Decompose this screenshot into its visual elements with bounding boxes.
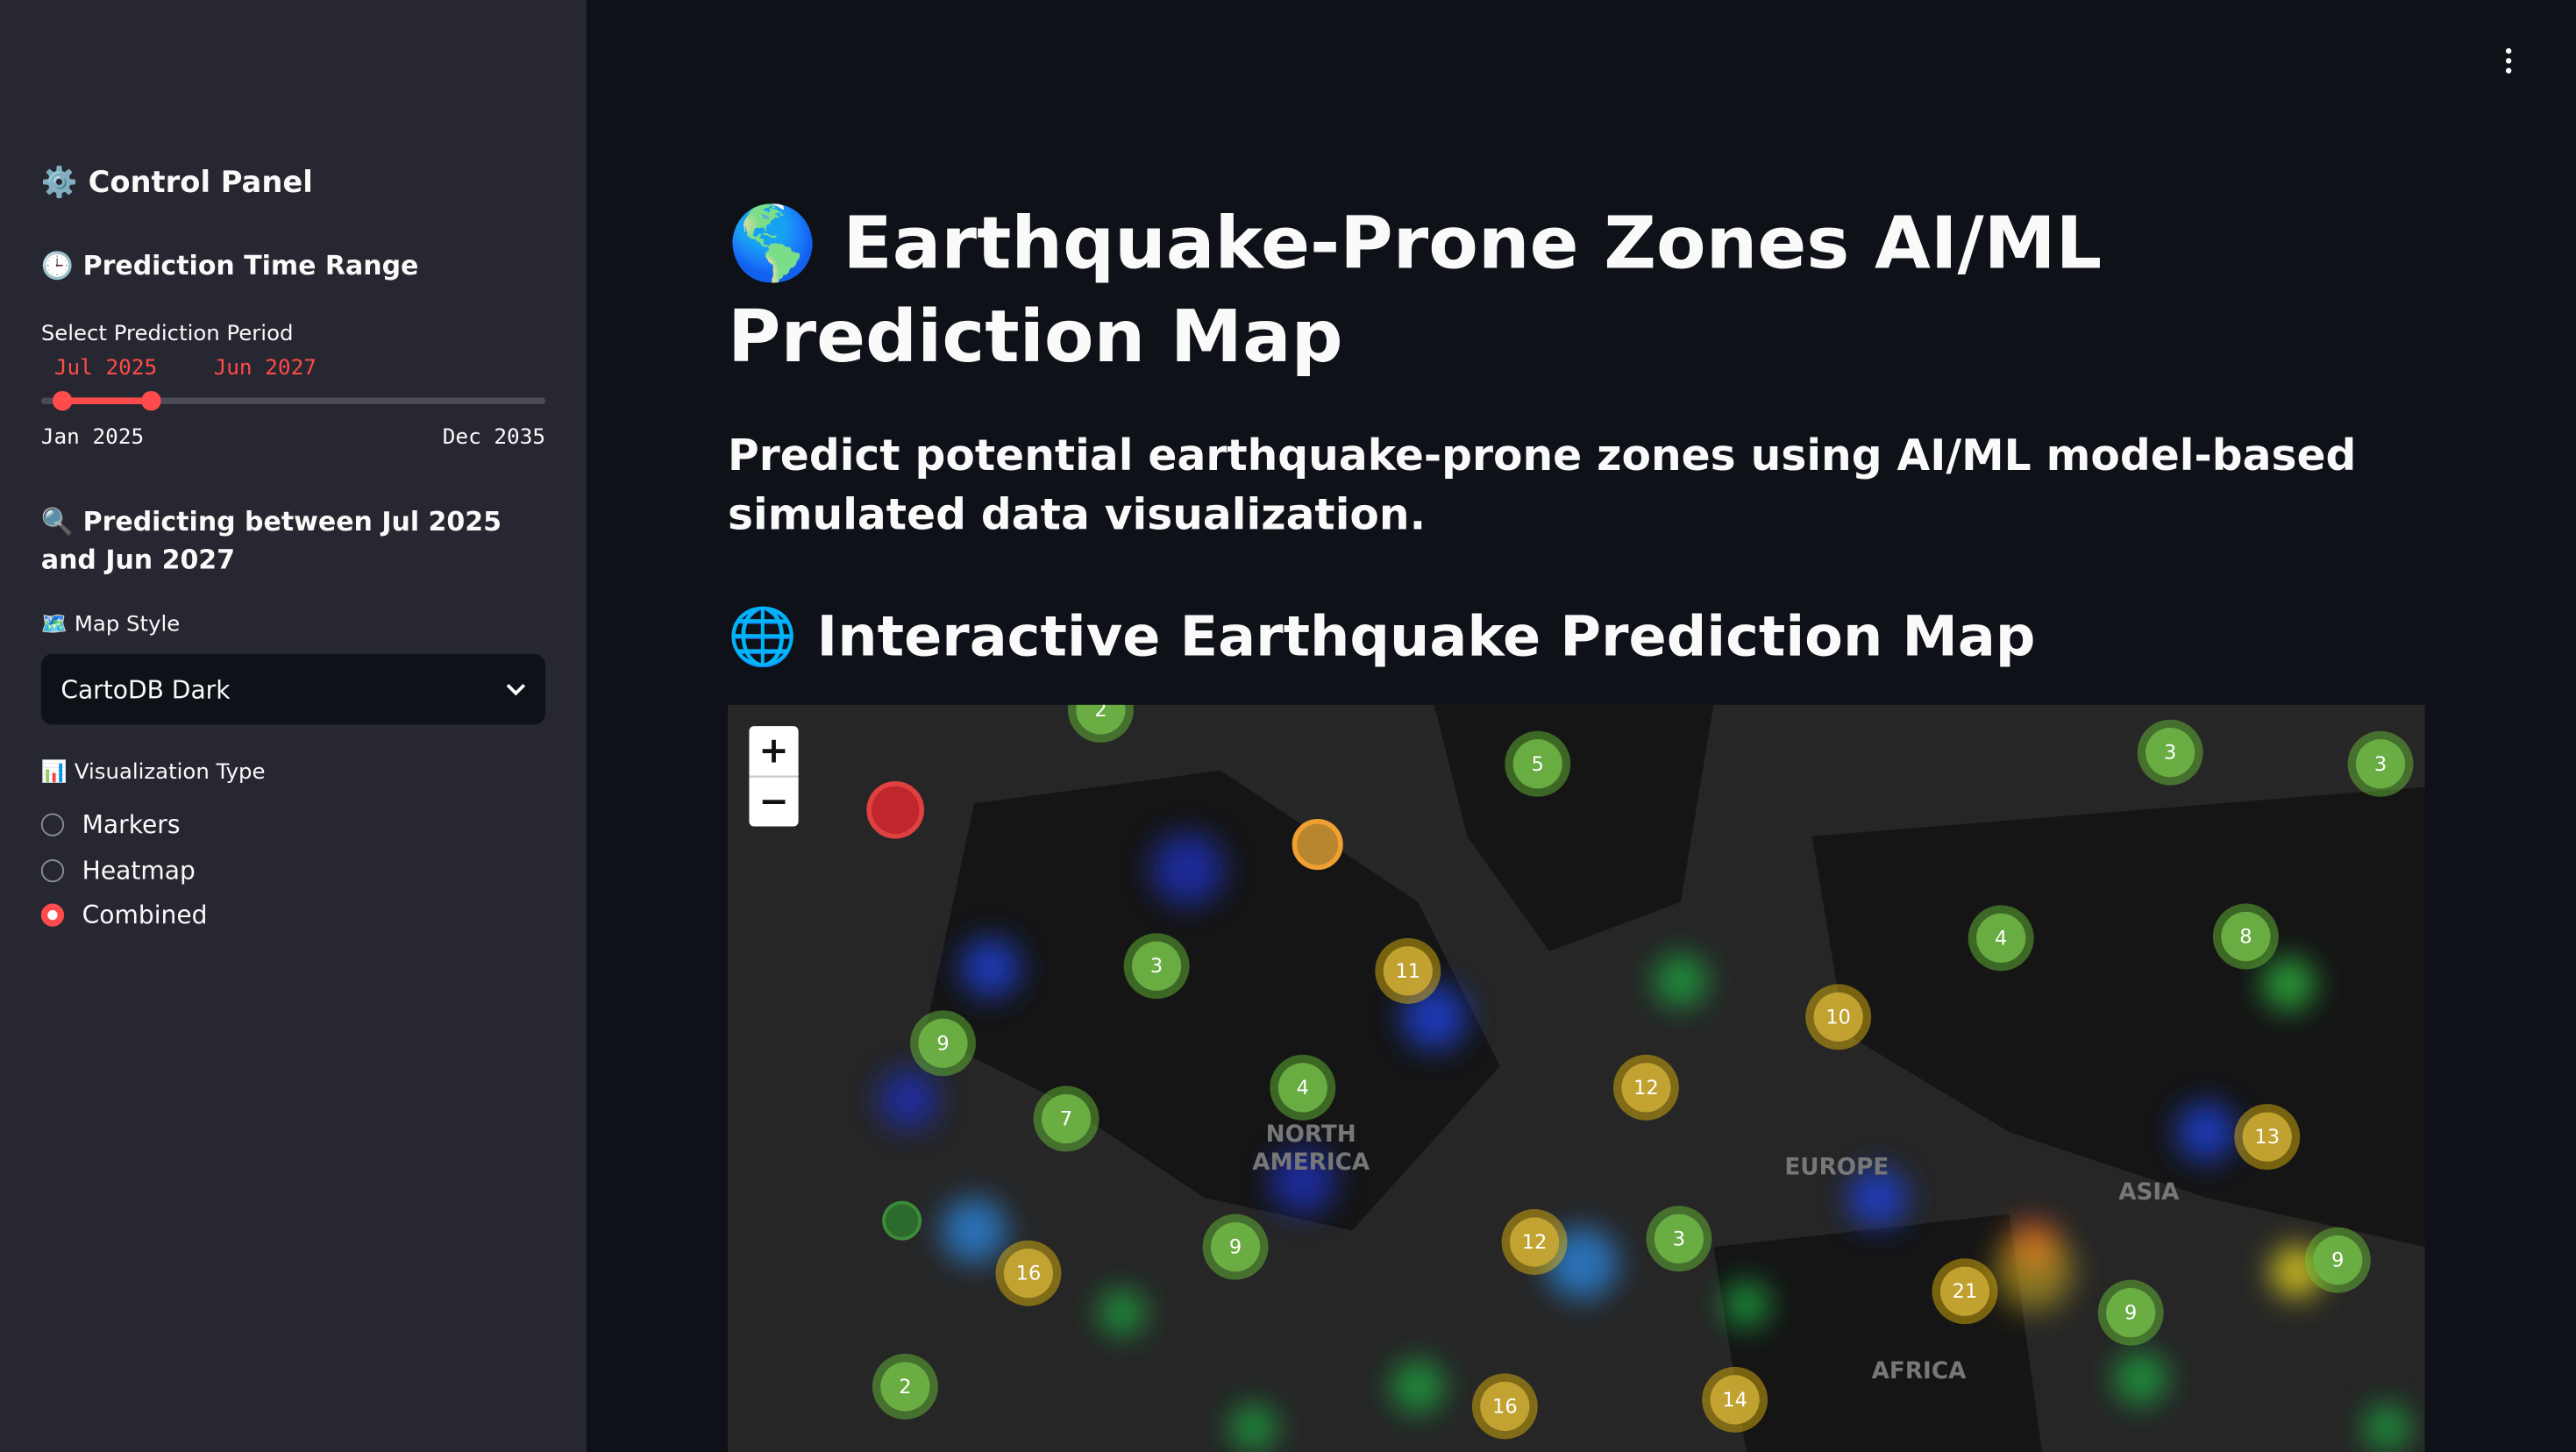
radio-option[interactable]: Markers (40, 809, 181, 840)
chevron (506, 683, 526, 695)
radio-dot (40, 813, 65, 836)
cluster-count: 7 (1041, 1093, 1092, 1144)
cluster[interactable]: 9 (2097, 1279, 2164, 1346)
cluster-count: 10 (1813, 992, 1863, 1042)
cluster-count: 4 (1277, 1063, 1327, 1113)
cluster[interactable]: 9 (2304, 1227, 2371, 1293)
radio-option[interactable]: Heatmap (40, 855, 196, 885)
map-style-select[interactable]: CartoDB Dark (40, 653, 546, 725)
map[interactable]: + − 2 5 3 3 3 11 4 8 9 10 7 4 12 13 12 3 9 16 21 9 9 2 16 14 NO… (728, 704, 2425, 1452)
sidebar: ⚙️ Control Panel 🕒 Prediction Time Range… (0, 0, 587, 1452)
cluster-count: 9 (918, 1018, 968, 1068)
cluster[interactable]: 3 (1123, 933, 1190, 1000)
region-label: ASIA (2118, 1179, 2180, 1206)
slider-min: Jan 2025 (40, 425, 145, 451)
cluster-count: 12 (1509, 1217, 1560, 1267)
page-title: 🌎 Earthquake-Prone Zones AI/ML Predictio… (728, 202, 2103, 380)
slider-thumb[interactable] (52, 390, 73, 411)
cluster[interactable]: 12 (1612, 1054, 1679, 1121)
cluster-count: 9 (1210, 1222, 1261, 1272)
select-label: 🗺️ Map Style (40, 612, 181, 638)
radio-text: Markers (82, 809, 181, 840)
slider-value: Jul 2025 (53, 356, 158, 381)
map-heading: 🌐 Interactive Earthquake Prediction Map (728, 604, 2036, 671)
zoom-in[interactable]: + (749, 726, 799, 778)
region-label: NORTH AMERICA (1252, 1121, 1370, 1177)
cluster-count: 12 (1621, 1063, 1671, 1113)
cluster-count: 2 (880, 1362, 930, 1412)
radio-text: Heatmap (82, 855, 196, 885)
cluster[interactable]: 9 (910, 1010, 976, 1077)
marker[interactable] (882, 1200, 922, 1241)
predicting-text: 🔍 Predicting between Jul 2025 and Jun 20… (40, 506, 502, 575)
cluster[interactable]: 14 (1702, 1366, 1768, 1433)
cluster-count: 9 (2313, 1235, 2363, 1285)
cluster[interactable]: 8 (2212, 903, 2279, 970)
cluster-count: 3 (2145, 728, 2195, 778)
cluster-count: 8 (2221, 911, 2271, 962)
cluster[interactable]: 5 (1505, 730, 1571, 797)
cluster[interactable]: 16 (995, 1240, 1062, 1306)
cluster-count: 3 (1131, 941, 1182, 991)
slider-thumb[interactable] (141, 390, 161, 411)
section-heading: 🕒 Prediction Time Range (40, 249, 419, 281)
radio-dot (40, 858, 65, 882)
cluster-count: 3 (1654, 1214, 1704, 1263)
cluster[interactable]: 4 (1968, 905, 2034, 972)
cluster-count: 4 (1976, 913, 2026, 963)
sidebar-title: ⚙️ Control Panel (40, 166, 313, 201)
cluster[interactable]: 3 (1646, 1206, 1712, 1272)
cluster-count: 2 (1076, 704, 1126, 735)
cluster[interactable]: 12 (1501, 1209, 1568, 1276)
cluster[interactable]: 16 (1471, 1373, 1538, 1440)
slider-range (62, 397, 152, 404)
marker[interactable] (1292, 819, 1343, 871)
cluster-count: 11 (1383, 946, 1433, 996)
zoom-out[interactable]: − (749, 777, 799, 827)
cluster-count: 9 (2106, 1287, 2156, 1338)
cluster[interactable]: 4 (1270, 1054, 1336, 1121)
cluster[interactable]: 3 (2347, 730, 2414, 797)
region-label: AFRICA (1871, 1358, 1967, 1385)
radio-text: Combined (82, 900, 208, 930)
cluster-count: 21 (1939, 1266, 1990, 1316)
radio-option[interactable]: Combined (40, 900, 208, 930)
slider-value: Jun 2027 (213, 356, 317, 381)
cluster-count: 3 (2355, 739, 2406, 789)
cluster[interactable]: 9 (1202, 1214, 1269, 1280)
cluster[interactable]: 10 (1805, 984, 1872, 1050)
menu-button[interactable] (2499, 46, 2518, 75)
slider-label: Select Prediction Period (40, 322, 294, 347)
subtitle: Predict potential earthquake-prone zones… (728, 431, 2357, 541)
cluster[interactable]: 21 (1932, 1258, 1998, 1325)
cluster-count: 5 (1512, 739, 1562, 789)
cluster-count: 16 (1003, 1249, 1054, 1299)
cluster-count: 14 (1710, 1375, 1760, 1425)
select-value: CartoDB Dark (60, 674, 231, 704)
slider-max: Dec 2035 (442, 425, 546, 451)
radio-dot (40, 903, 65, 927)
region-label: EUROPE (1784, 1155, 1889, 1182)
slider-track[interactable] (40, 397, 546, 404)
cluster[interactable]: 11 (1375, 937, 1441, 1004)
cluster-count: 13 (2242, 1112, 2292, 1162)
cluster-count: 16 (1480, 1381, 1530, 1432)
cluster[interactable]: 3 (2137, 719, 2203, 786)
radio-label: 📊 Visualization Type (40, 760, 266, 786)
heatmap (866, 704, 2425, 1452)
marker[interactable] (866, 780, 924, 839)
cluster[interactable]: 7 (1033, 1085, 1099, 1152)
cluster[interactable]: 2 (872, 1353, 938, 1420)
cluster[interactable]: 13 (2234, 1104, 2301, 1171)
